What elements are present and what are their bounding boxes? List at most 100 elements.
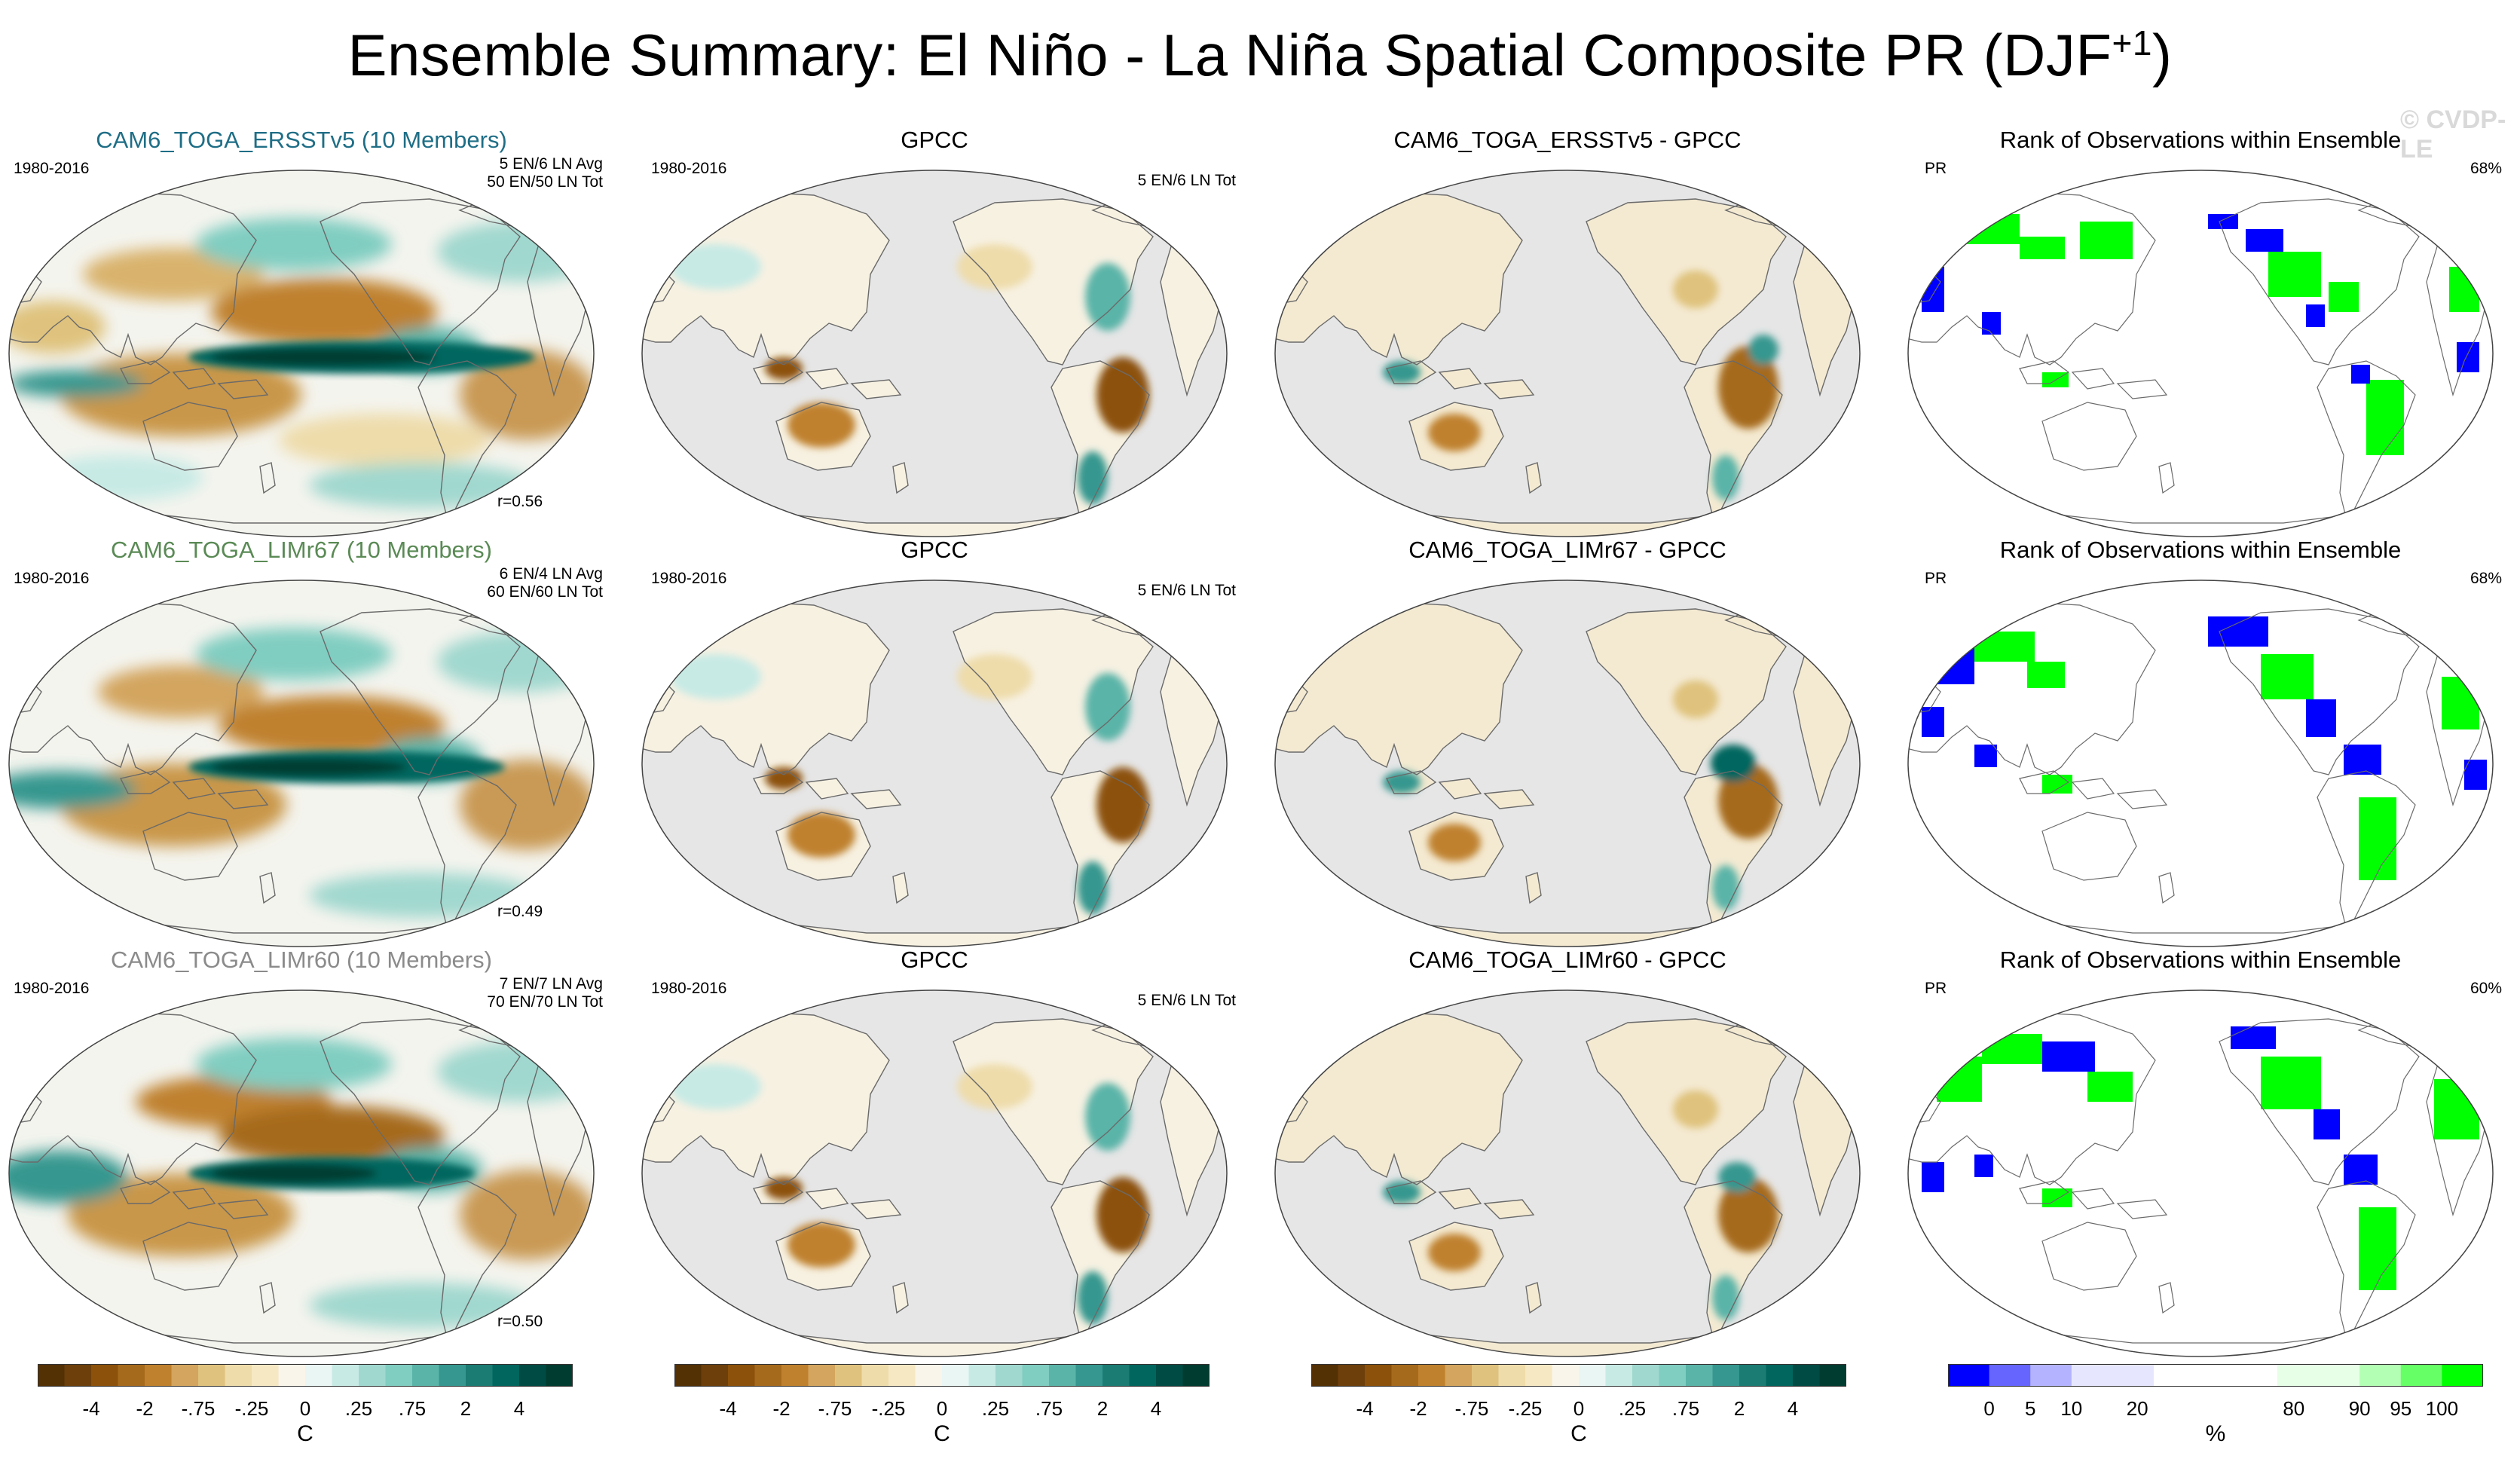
colorbar-bin	[118, 1364, 145, 1387]
rank-map	[1907, 580, 2494, 947]
panel-row2-rank: Rank of Observations within Ensemble PR …	[1899, 537, 2502, 947]
colorbar-bin	[674, 1364, 702, 1387]
period-label: 1980-2016	[651, 160, 727, 177]
colorbar-tick-label: .75	[398, 1397, 427, 1420]
colorbar-tick-label: -4	[1356, 1397, 1374, 1420]
colorbar-bin	[835, 1364, 863, 1387]
tot-label: 70 EN/70 LN Tot	[487, 993, 603, 1011]
colorbar-bin	[2236, 1364, 2278, 1387]
colorbar-bin	[1989, 1364, 2031, 1387]
colorbar-bin	[466, 1364, 494, 1387]
colorbar-bin	[2318, 1364, 2360, 1387]
colorbar-bin	[1049, 1364, 1077, 1387]
colorbar-tick-label: -2	[136, 1397, 154, 1420]
colorbar-bin	[1129, 1364, 1157, 1387]
colorbar-bin	[91, 1364, 119, 1387]
colorbar-tick-label: .75	[1035, 1397, 1063, 1420]
colorbar-bin	[1659, 1364, 1687, 1387]
colorbar-bin	[1579, 1364, 1607, 1387]
colorbar-tick-label: -2	[772, 1397, 791, 1420]
colorbar-tick-label: 95	[2390, 1397, 2412, 1420]
colorbar-bin	[888, 1364, 916, 1387]
colorbar-bin	[1311, 1364, 1339, 1387]
colorbar-tick-label: 2	[460, 1397, 472, 1420]
main-title-superscript: +1	[2112, 23, 2152, 63]
colorbar-unit: C	[297, 1421, 313, 1446]
colorbar-bin	[2194, 1364, 2237, 1387]
gpcc-observation-map	[641, 989, 1228, 1357]
colorbar-bin	[412, 1364, 440, 1387]
colorbar-tick-label: 100	[2425, 1397, 2459, 1420]
period-label: 1980-2016	[14, 160, 90, 177]
colorbar-tick-label: 0	[1573, 1397, 1585, 1420]
colorbar-bin	[1182, 1364, 1210, 1387]
colorbar-unit: C	[1570, 1421, 1587, 1446]
colorbar-swatches	[1948, 1364, 2483, 1387]
panel-row3-rank: Rank of Observations within Ensemble PR …	[1899, 947, 2502, 1357]
colorbar-swatches	[674, 1364, 1210, 1387]
colorbar-tick-label: -4	[82, 1397, 100, 1420]
panel-title: CAM6_TOGA_LIMr67 - GPCC	[1408, 537, 1726, 563]
colorbar-bin	[546, 1364, 573, 1387]
colorbar-tick-label: .25	[344, 1397, 373, 1420]
colorbar-bin	[701, 1364, 729, 1387]
panel-title: CAM6_TOGA_LIMr67 (10 Members)	[111, 537, 492, 563]
colorbar-tick-label: 80	[2283, 1397, 2305, 1420]
colorbar-bin	[754, 1364, 782, 1387]
colorbar-border	[38, 1364, 573, 1387]
panel-row1-model: CAM6_TOGA_ERSSTv5 (10 Members) 1980-2016…	[0, 127, 603, 537]
variable-label: PR	[1925, 570, 1947, 587]
main-title: Ensemble Summary: El Niño - La Niña Spat…	[0, 21, 2520, 90]
gpcc-observation-map	[641, 580, 1228, 947]
main-title-text: Ensemble Summary: El Niño - La Niña Spat…	[347, 22, 2112, 88]
colorbar-diff: C -4 -2 -.75 -.25 0 .25 .75 2 4	[1311, 1364, 1846, 1447]
colorbar-tick-label: 4	[1150, 1397, 1162, 1420]
colorbar-bin	[1418, 1364, 1446, 1387]
colorbar-border	[1311, 1364, 1846, 1387]
panel-title: Rank of Observations within Ensemble	[1999, 537, 2402, 563]
colorbar-bin	[145, 1364, 173, 1387]
cvdp-watermark: © CVDP-LE	[2400, 106, 2506, 164]
difference-map	[1274, 170, 1861, 537]
colorbar-border	[1948, 1364, 2483, 1387]
colorbar-bin	[64, 1364, 92, 1387]
colorbar-bin	[2442, 1364, 2483, 1387]
panel-row1-obs: GPCC 1980-2016 5 EN/6 LN Tot	[633, 127, 1236, 537]
panel-row3-diff: CAM6_TOGA_LIMr60 - GPCC	[1266, 947, 1869, 1357]
period-label: 1980-2016	[14, 980, 90, 997]
colorbar-tick-label: 0	[299, 1397, 311, 1420]
colorbar-bin	[1605, 1364, 1633, 1387]
period-label: 1980-2016	[651, 570, 727, 587]
colorbar-bin	[1102, 1364, 1130, 1387]
model-composite-map	[8, 989, 595, 1357]
colorbar-tick-label: 0	[1983, 1397, 1995, 1420]
main-title-close: )	[2151, 22, 2173, 88]
panel-title: CAM6_TOGA_LIMr60 (10 Members)	[111, 947, 492, 973]
colorbar-bin	[1948, 1364, 1990, 1387]
colorbar-bin	[332, 1364, 359, 1387]
colorbar-tick-label: -.25	[1508, 1397, 1543, 1420]
tot-label: 60 EN/60 LN Tot	[487, 583, 603, 601]
colorbar-bin	[1472, 1364, 1500, 1387]
colorbar-bin	[1552, 1364, 1580, 1387]
colorbar-bin	[942, 1364, 970, 1387]
panel-row1-rank: Rank of Observations within Ensemble PR …	[1899, 127, 2502, 537]
colorbar-bin	[915, 1364, 943, 1387]
colorbar-bin	[808, 1364, 836, 1387]
colorbar-swatches	[38, 1364, 573, 1387]
colorbar-bin	[225, 1364, 252, 1387]
colorbar-bin	[1712, 1364, 1740, 1387]
percent-label: 60%	[2470, 980, 2502, 997]
colorbar-bin	[2112, 1364, 2155, 1387]
difference-map	[1274, 580, 1861, 947]
panel-title: CAM6_TOGA_ERSSTv5 (10 Members)	[96, 127, 507, 153]
colorbar-unit: C	[934, 1421, 950, 1446]
colorbar-bin	[1793, 1364, 1821, 1387]
panel-row3-obs: GPCC 1980-2016 5 EN/6 LN Tot	[633, 947, 1236, 1357]
colorbar-tick-label: -2	[1409, 1397, 1427, 1420]
colorbar-bin	[995, 1364, 1023, 1387]
colorbar-bin	[781, 1364, 809, 1387]
colorbar-bin	[861, 1364, 889, 1387]
panel-row2-diff: CAM6_TOGA_LIMr67 - GPCC	[1266, 537, 1869, 947]
colorbar-tick-label: -.25	[234, 1397, 269, 1420]
